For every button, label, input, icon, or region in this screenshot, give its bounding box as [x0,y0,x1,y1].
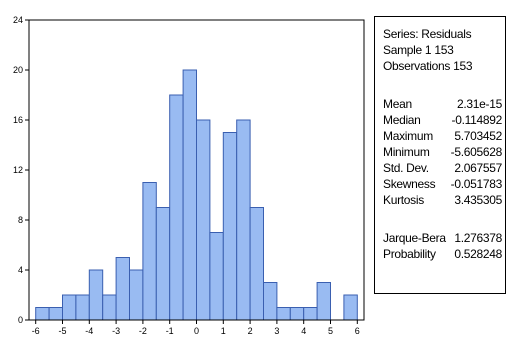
y-tick-label: 24 [13,15,23,25]
y-tick-label: 4 [18,265,23,275]
stat-label: Minimum [383,145,430,159]
x-axis: -6 -5 -4 -3 -2 -1 0 1 2 3 4 5 6 [32,320,360,336]
histogram-bar [155,207,171,321]
histogram-bar [222,132,238,321]
y-tick-label: 20 [13,65,23,75]
histogram-bar [35,307,50,321]
stat-value: 0.528248 [454,247,502,261]
histogram-bar [303,307,318,321]
stat-label: Median [383,113,421,127]
stat-row-probability: Probability 0.528248 [383,247,502,261]
y-tick-label: 16 [13,115,23,125]
histogram-bar [316,282,332,321]
stat-label: Mean [383,97,412,111]
y-tick-label: 8 [18,215,23,225]
histogram-bar [196,119,211,321]
stat-row-maximum: Maximum 5.703452 [383,129,502,143]
x-tick-label: -3 [112,326,120,336]
sample-label: Sample 1 153 [383,43,454,57]
stat-value: 2.31e-15 [457,97,502,111]
histogram-bar [48,307,63,321]
summary-statistics-panel: Series: Residuals Sample 1 153 Observati… [374,16,506,294]
stat-row-jarque-bera: Jarque-Bera 1.276378 [383,231,502,245]
stat-value: 1.276378 [454,231,502,245]
histogram-bar [169,94,184,321]
histogram-bar [75,294,90,321]
x-tick-label: -1 [166,326,174,336]
histogram-bar [249,207,265,321]
y-tick-label: 0 [18,315,23,325]
y-axis: 0 4 8 12 16 20 24 [13,15,29,325]
stat-label: Skewness [383,177,436,191]
stat-value: -5.605628 [450,145,503,159]
histogram-bar [88,269,104,321]
stat-value: 5.703452 [454,129,502,143]
stat-label: Jarque-Bera [383,231,446,245]
y-tick-label: 12 [13,165,23,175]
histogram-bar [182,69,198,321]
x-tick-label: -2 [139,326,147,336]
stat-row-minimum: Minimum -5.605628 [383,145,502,159]
x-tick-label: -6 [32,326,40,336]
histogram-bar [276,307,291,321]
stat-value: -0.114892 [451,113,503,127]
stat-value: 2.067557 [454,161,502,175]
histogram-bar [142,182,157,321]
x-tick-label: 5 [328,326,333,336]
series-label: Series: Residuals [383,27,472,41]
x-tick-label: -4 [85,326,93,336]
stat-label: Kurtosis [383,193,424,207]
stat-value: -0.051783 [450,177,503,191]
x-tick-label: 6 [355,326,360,336]
observations-label: Observations 153 [383,59,473,73]
stat-value: 3.435305 [454,193,502,207]
stat-row-skewness: Skewness -0.051783 [383,177,502,191]
histogram-bar [209,232,224,321]
stat-label: Maximum [383,129,433,143]
histogram-bar [102,294,117,321]
histogram-bar [289,307,305,321]
x-tick-label: 4 [301,326,306,336]
stat-row-kurtosis: Kurtosis 3.435305 [383,193,502,207]
x-tick-label: 0 [194,326,199,336]
x-tick-label: 3 [274,326,279,336]
histogram-bar [62,294,77,321]
histogram-bar [343,294,358,321]
stat-label: Probability [383,247,436,261]
x-tick-label: 1 [221,326,226,336]
stat-label: Std. Dev. [383,161,429,175]
x-tick-label: -5 [58,326,66,336]
histogram-bar [236,119,251,321]
histogram-bar [263,282,278,321]
histogram-bars [35,69,358,321]
stat-row-std-dev: Std. Dev. 2.067557 [383,161,502,175]
histogram-bar [115,257,130,321]
stat-row-mean: Mean 2.31e-15 [383,97,502,111]
x-tick-label: 2 [248,326,253,336]
histogram-bar [129,269,144,321]
stat-row-median: Median -0.114892 [383,113,502,127]
